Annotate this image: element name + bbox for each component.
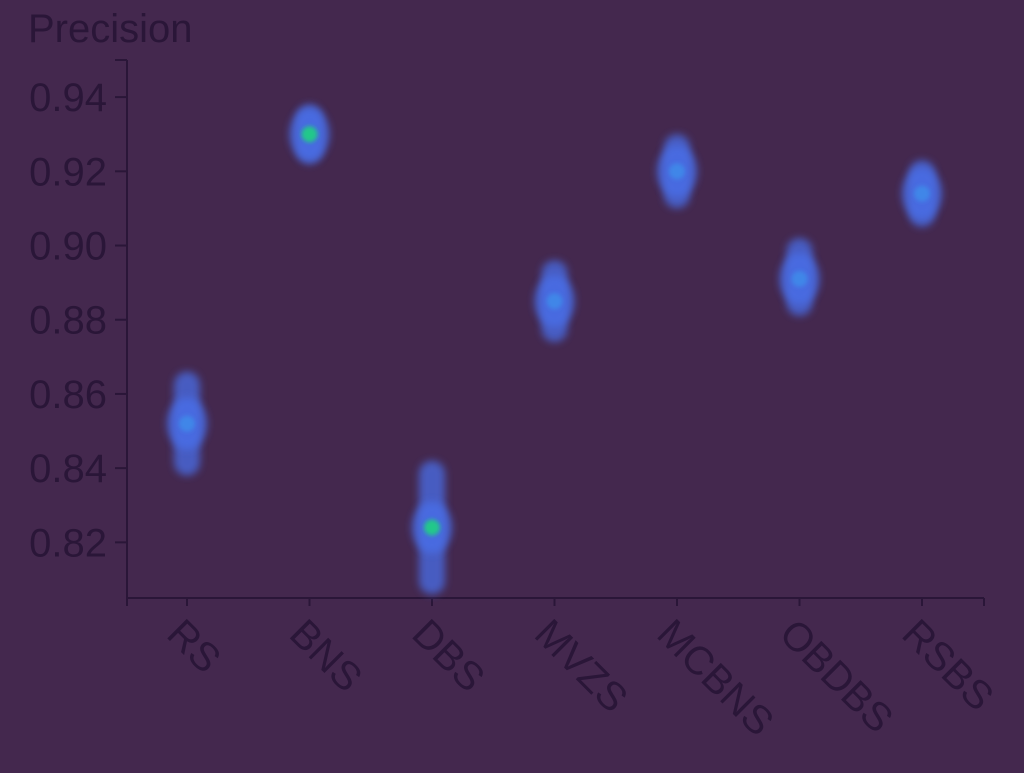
data-point-bns — [301, 126, 318, 143]
y-tick-label: 0.90 — [29, 225, 107, 269]
y-tick-label: 0.92 — [29, 150, 107, 194]
data-point-mvzs — [546, 293, 563, 310]
point-group-rs — [167, 371, 207, 476]
point-group-obdbs — [779, 238, 820, 317]
data-point-obdbs — [791, 270, 808, 287]
x-tick-label-bns: BNS — [281, 611, 370, 700]
y-tick-label: 0.94 — [29, 76, 107, 120]
point-group-mcbns — [657, 134, 697, 209]
data-point-mcbns — [669, 163, 685, 180]
x-tick-label-rsbs: RSBS — [894, 611, 1002, 719]
point-group-bns — [289, 104, 330, 164]
data-point-rsbs — [914, 185, 930, 202]
data-point-dbs — [424, 519, 440, 536]
x-tick-label-dbs: DBS — [404, 611, 493, 700]
y-tick-label: 0.84 — [29, 447, 107, 491]
x-tick-label-rs: RS — [159, 611, 229, 681]
y-tick-label: 0.88 — [29, 299, 107, 343]
y-tick-label: 0.82 — [29, 521, 107, 565]
y-tick-label: 0.86 — [29, 373, 107, 417]
point-group-rsbs — [902, 160, 942, 227]
x-tick-label-obdbs: OBDBS — [771, 611, 901, 741]
data-marks — [167, 104, 942, 595]
x-tick-label-mvzs: MVZS — [526, 611, 636, 721]
y-axis-ticks: 0.82 0.84 0.86 0.88 0.90 0.92 0.94 — [29, 59, 127, 565]
data-point-rs — [179, 415, 195, 432]
point-group-dbs — [412, 460, 452, 595]
x-tick-label-mcbns: MCBNS — [649, 611, 782, 744]
y-axis-title: Precision — [28, 7, 193, 51]
point-group-mvzs — [534, 260, 575, 342]
